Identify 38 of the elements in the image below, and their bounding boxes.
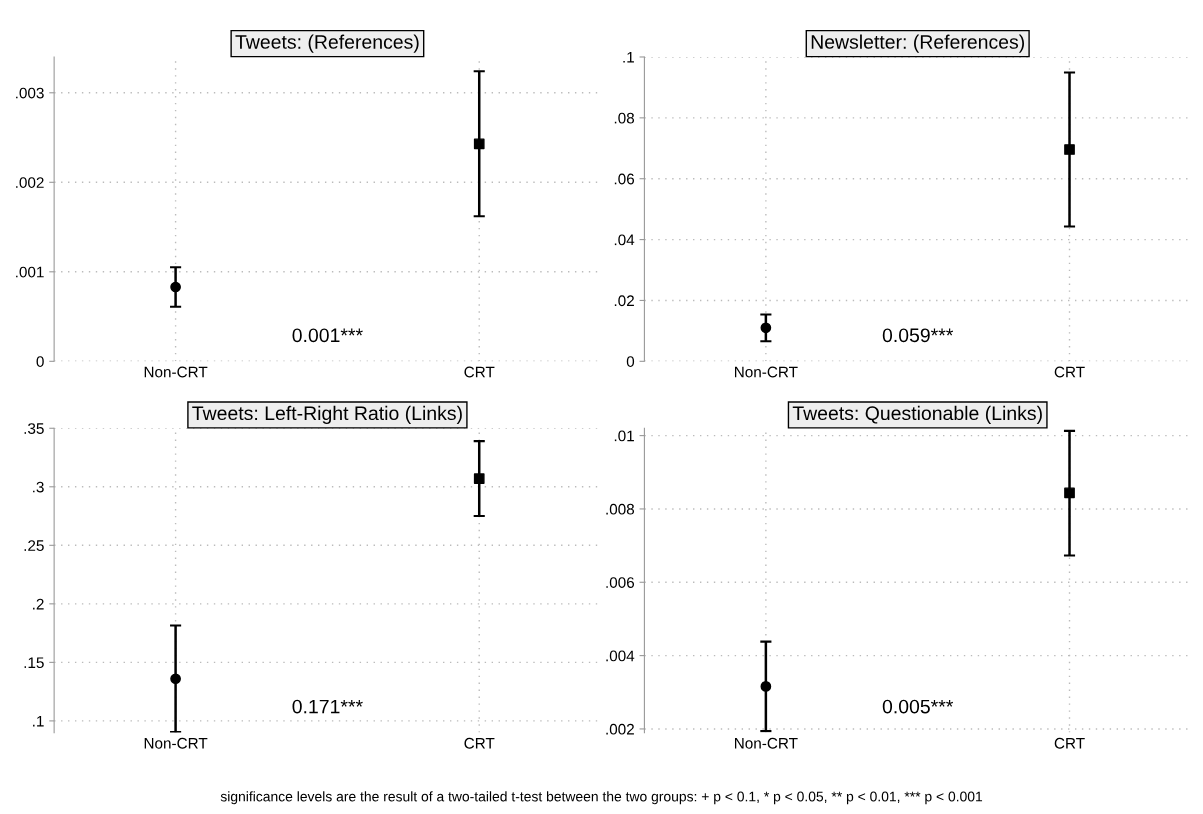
text: significance levels are the result of a two-tailed t-test between the two groups: + p < 0.1, * p < 0.05, ** p < 0.01, *** p < 0.001 — [220, 791, 983, 805]
y-tick-label: .02 — [614, 295, 634, 307]
annotation: 0.171*** — [292, 699, 363, 714]
y-tick-label: .15 — [24, 657, 44, 669]
x-tick-label: CRT — [464, 366, 495, 378]
y-tick-label: .1 — [623, 52, 634, 63]
y-tick-label: .008 — [606, 503, 635, 515]
y-tick-label: .001 — [16, 266, 44, 278]
y-tick-label: .006 — [606, 577, 635, 588]
y-tick-label: .01 — [614, 430, 634, 442]
x-tick-label: Non-CRT — [735, 737, 798, 749]
x-tick-label: Non-CRT — [144, 366, 208, 378]
y-tick-label: .003 — [16, 87, 44, 99]
y-tick-label: .08 — [614, 112, 635, 124]
chart-title: Tweets: Questionable (Links) — [792, 405, 1042, 424]
y-tick-label: .04 — [614, 234, 635, 246]
y-tick-label: .06 — [614, 173, 635, 185]
x-tick-label: CRT — [1054, 737, 1085, 749]
x-tick-label: Non-CRT — [735, 366, 798, 378]
x-tick-label: Non-CRT — [144, 737, 208, 749]
y-tick-label: .002 — [16, 177, 44, 188]
x-tick-label: CRT — [464, 737, 495, 749]
y-tick-label: .35 — [24, 423, 44, 434]
chart-title: Tweets: (References) — [235, 34, 419, 53]
y-tick-label: .1 — [33, 715, 44, 727]
y-tick-label: .002 — [606, 723, 634, 735]
annotation: 0.001*** — [292, 328, 363, 343]
annotation: 0.059*** — [882, 328, 954, 343]
y-tick-label: 0 — [626, 356, 635, 367]
y-tick-label: .2 — [33, 598, 44, 610]
x-tick-label: CRT — [1054, 366, 1085, 378]
chart-title: Newsletter: (References) — [811, 34, 1025, 53]
y-tick-label: .3 — [33, 481, 44, 493]
annotation: 0.005*** — [882, 699, 954, 714]
y-tick-label: .004 — [606, 650, 635, 662]
y-tick-label: 0 — [36, 356, 44, 367]
chart-title: Tweets: Left-Right Ratio (Links) — [192, 405, 462, 424]
y-tick-label: .25 — [24, 540, 44, 551]
